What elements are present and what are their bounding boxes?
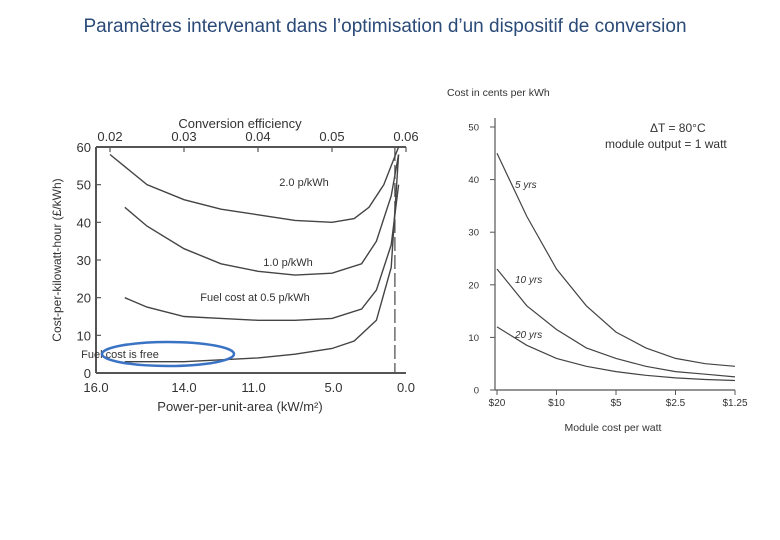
y-tick-label: 30 — [468, 228, 479, 239]
series-label-2: 20 yrs — [514, 330, 542, 341]
y-tick-label: 20 — [468, 280, 479, 291]
series-label-1: 10 yrs — [515, 275, 542, 286]
x-top-tick-label: 0.02 — [97, 129, 122, 144]
x-tick-label: $20 — [489, 398, 506, 409]
x-top-tick-label: 0.04 — [245, 129, 270, 144]
x-tick-label: $2.5 — [666, 398, 686, 409]
y-tick-label: 0 — [474, 386, 479, 397]
series-label-2: Fuel cost at 0.5 p/kWh — [200, 292, 309, 304]
y-tick-label: 30 — [77, 253, 91, 268]
slide-title: Paramètres intervenant dans l’optimisati… — [83, 16, 687, 37]
fuel-cost-free-highlight — [100, 340, 236, 368]
x-tick-label: $5 — [610, 398, 622, 409]
series-line-2 — [496, 326, 736, 382]
conversion-efficiency-chart: 0 10 20 30 40 50 60 0.02 0.03 0.04 0.05 0.06 16.0 1… — [50, 116, 419, 414]
x-axis-label: Power-per-unit-area (kW/m²) — [157, 399, 322, 414]
y-tick-label: 20 — [77, 291, 91, 306]
delta-t-annotation: ΔT = 80°C — [650, 121, 706, 135]
chart-title: Conversion efficiency — [178, 116, 302, 131]
x-tick-label: $1.25 — [722, 398, 747, 409]
series-label-0: 5 yrs — [515, 180, 537, 191]
module-output-annotation: module output = 1 watt — [605, 137, 727, 151]
y-tick-label: 10 — [77, 328, 91, 343]
x-axis-label: Module cost per watt — [565, 422, 662, 434]
module-cost-chart: 0 10 20 30 40 50 $20 $10 $5 $2.5 $1.25 5 yrs 10 yr… — [447, 87, 748, 434]
series-line-0 — [109, 146, 400, 224]
x-bottom-tick-label: 14.0 — [171, 380, 196, 395]
series-line-1 — [496, 268, 736, 378]
x-tick-label: $10 — [548, 398, 565, 409]
y-tick-label: 40 — [77, 215, 91, 230]
y-tick-label: 40 — [468, 175, 479, 186]
y-axis-label: Cost-per-kilowatt-hour (£/kWh) — [50, 178, 64, 341]
x-bottom-tick-label: 5.0 — [324, 380, 342, 395]
x-top-tick-label: 0.05 — [319, 129, 344, 144]
series-line-2 — [124, 184, 400, 321]
series-label-1: 1.0 p/kWh — [263, 257, 313, 269]
x-bottom-tick-label: 0.0 — [397, 380, 415, 395]
series-label-3: Fuel cost is free — [81, 349, 159, 361]
y-tick-label: 0 — [84, 366, 91, 381]
x-bottom-tick-label: 16.0 — [83, 380, 108, 395]
series-line-1 — [124, 154, 400, 276]
series-label-0: 2.0 p/kWh — [279, 177, 329, 189]
y-tick-label: 60 — [77, 140, 91, 155]
y-tick-label: 10 — [468, 333, 479, 344]
series-line-0 — [496, 153, 736, 367]
x-bottom-tick-label: 11.0 — [241, 380, 265, 395]
y-tick-label: 50 — [468, 123, 479, 134]
chart-title: Cost in cents per kWh — [447, 87, 550, 99]
y-tick-label: 50 — [77, 178, 91, 193]
x-top-tick-label: 0.06 — [393, 129, 418, 144]
series-line-3 — [124, 154, 400, 363]
x-top-tick-label: 0.03 — [171, 129, 196, 144]
